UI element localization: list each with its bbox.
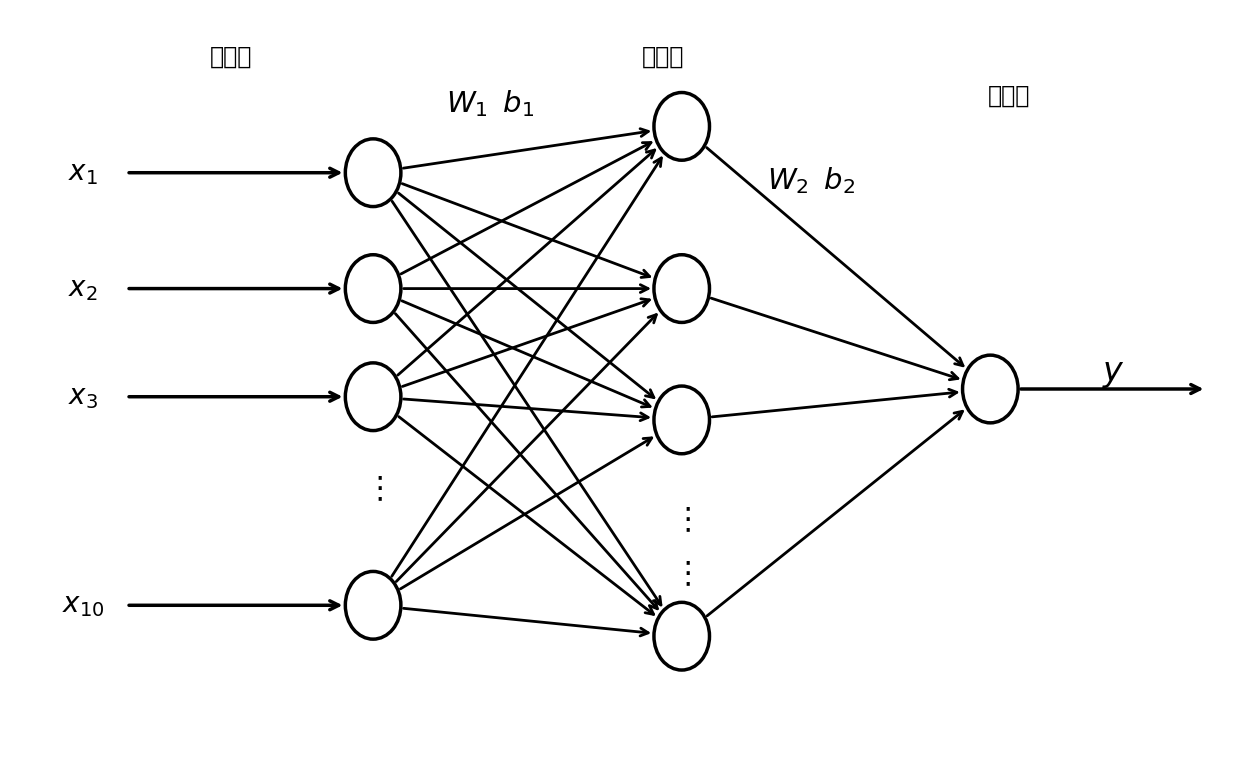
Text: $W_2 \enspace b_2$: $W_2 \enspace b_2$ bbox=[768, 165, 856, 196]
Ellipse shape bbox=[653, 386, 709, 454]
Text: $\vdots$: $\vdots$ bbox=[672, 506, 691, 534]
Ellipse shape bbox=[345, 571, 401, 640]
Text: $\vdots$: $\vdots$ bbox=[672, 560, 691, 589]
Text: $x_2$: $x_2$ bbox=[68, 275, 98, 303]
Ellipse shape bbox=[962, 355, 1018, 423]
Ellipse shape bbox=[653, 254, 709, 322]
Text: $y$: $y$ bbox=[1102, 357, 1125, 390]
Text: 输入层: 输入层 bbox=[210, 45, 252, 68]
Text: 输出层: 输出层 bbox=[988, 83, 1030, 107]
Text: $x_{10}$: $x_{10}$ bbox=[62, 591, 104, 619]
Ellipse shape bbox=[653, 602, 709, 670]
Text: $\vdots$: $\vdots$ bbox=[363, 475, 382, 504]
Ellipse shape bbox=[345, 138, 401, 207]
Text: $W_1 \enspace b_1$: $W_1 \enspace b_1$ bbox=[446, 88, 534, 118]
Ellipse shape bbox=[345, 363, 401, 430]
Ellipse shape bbox=[653, 93, 709, 160]
Text: $x_1$: $x_1$ bbox=[68, 159, 98, 187]
Text: $x_3$: $x_3$ bbox=[68, 383, 98, 411]
Text: 隐含层: 隐含层 bbox=[642, 45, 684, 68]
Ellipse shape bbox=[345, 254, 401, 322]
